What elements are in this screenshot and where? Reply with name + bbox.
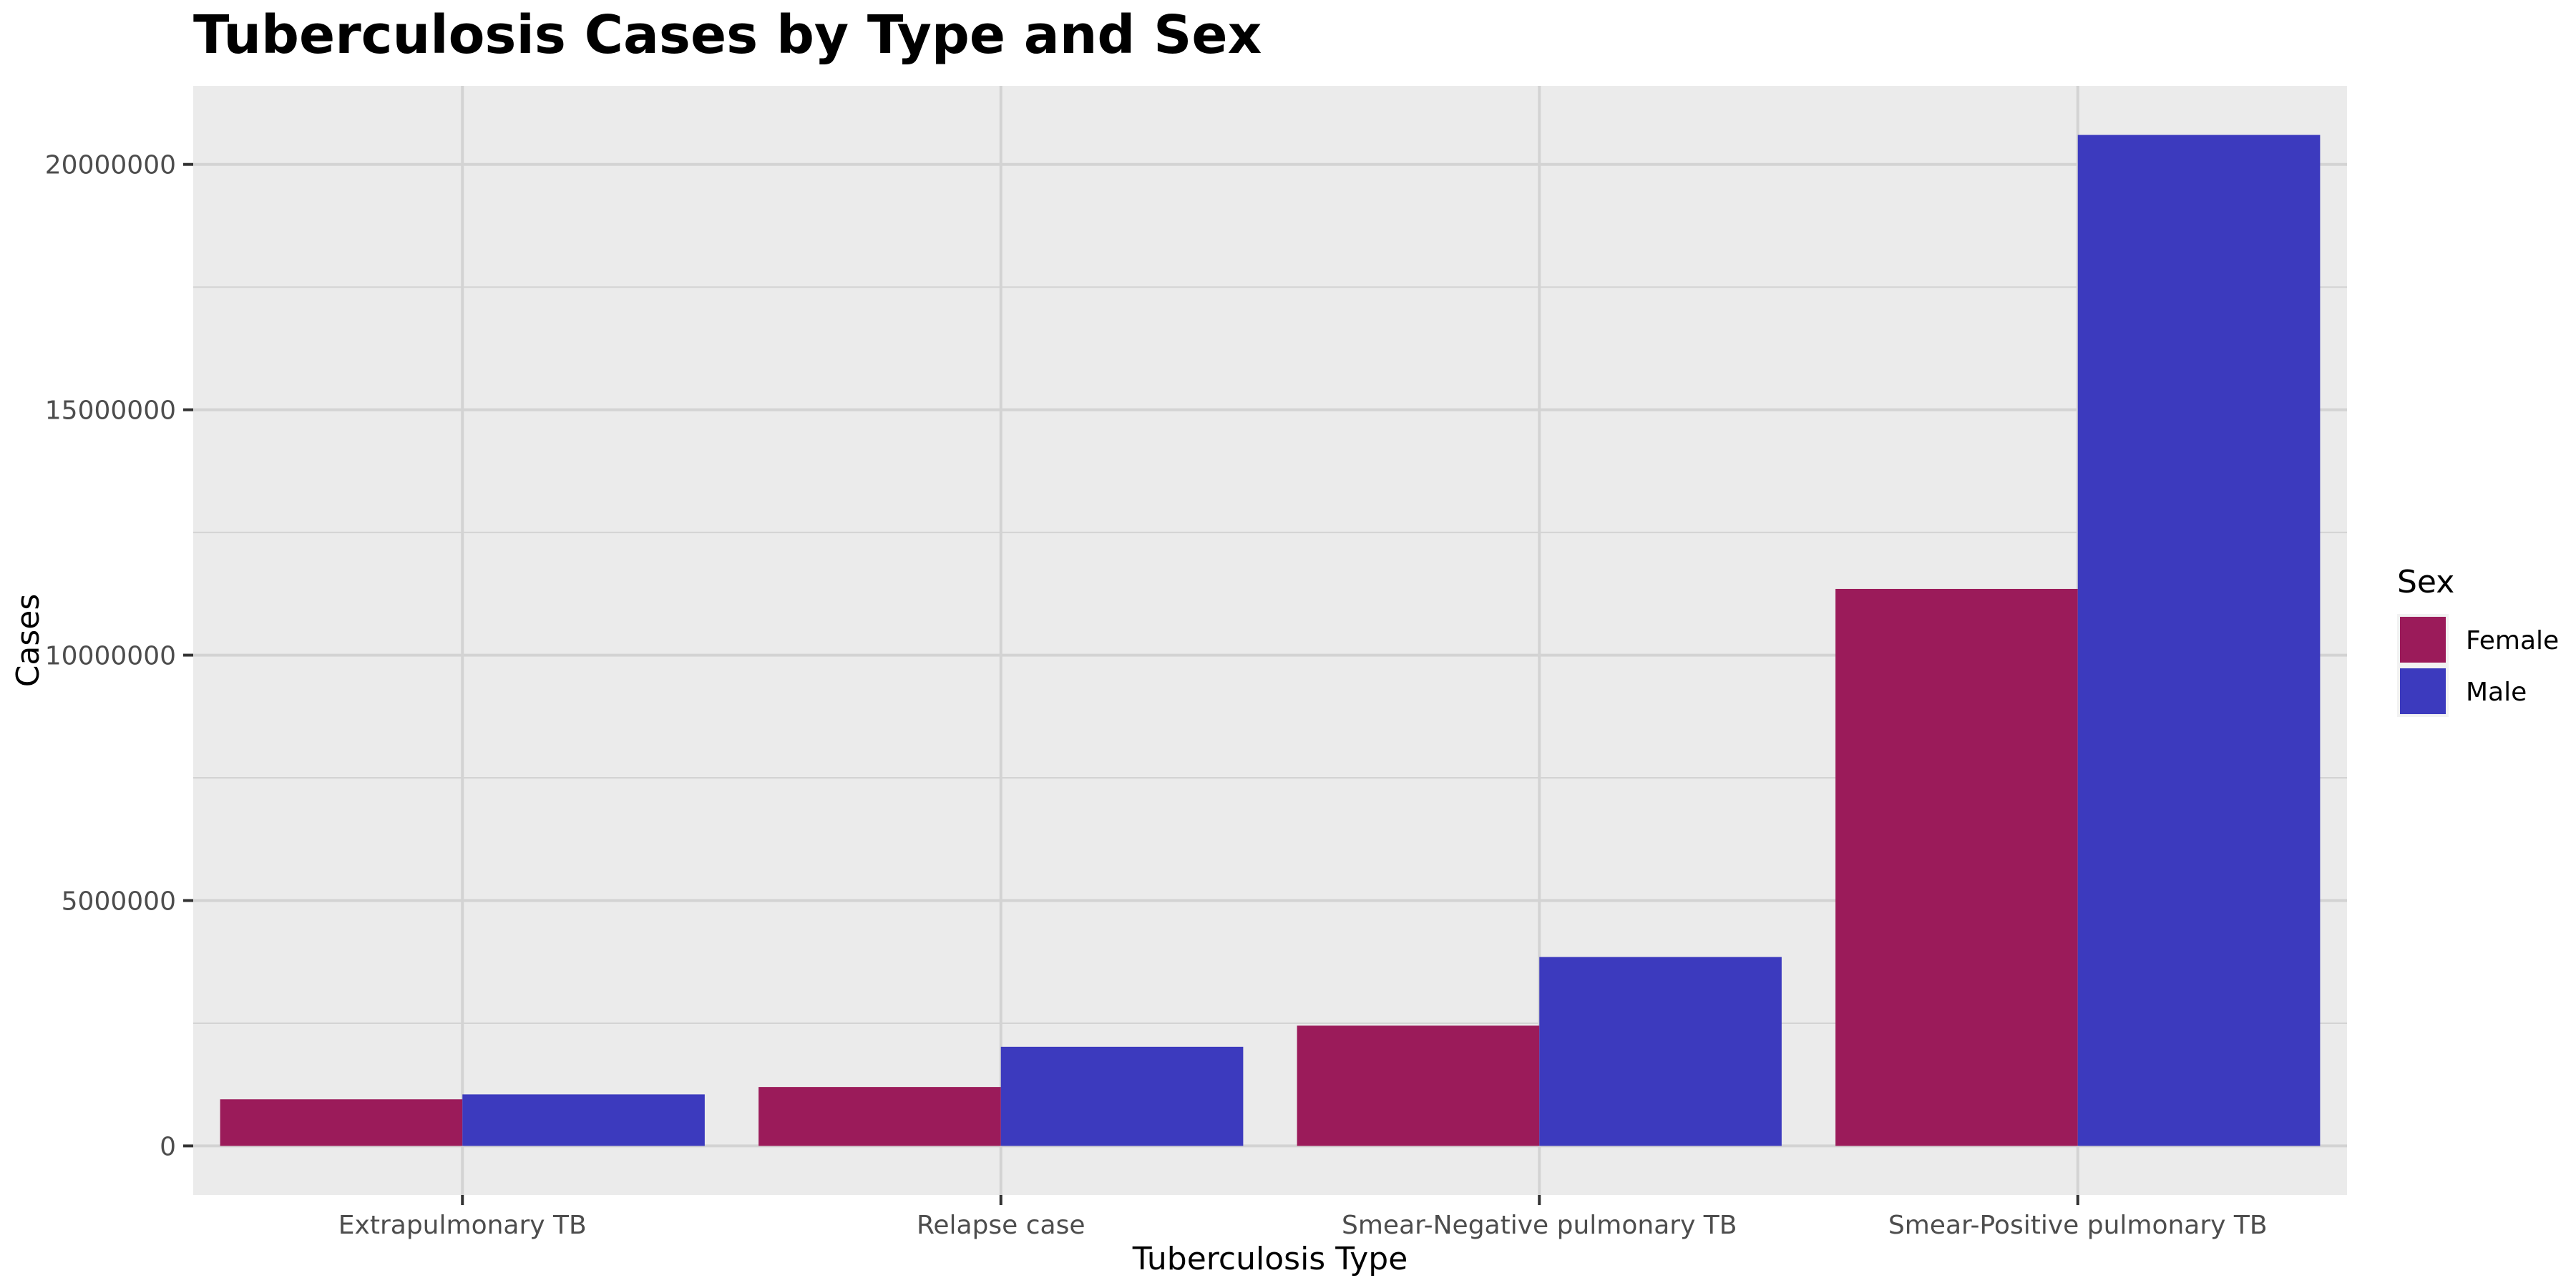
y-tick-label: 10000000	[45, 642, 176, 671]
bars	[220, 135, 2321, 1146]
legend-key-male	[2400, 668, 2446, 714]
x-tick-label: Relapse case	[917, 1211, 1085, 1240]
x-tick-label: Smear-Positive pulmonary TB	[1888, 1211, 2268, 1240]
bar-male-2	[1000, 1046, 1244, 1146]
y-tick-label: 15000000	[45, 396, 176, 426]
x-axis: Extrapulmonary TB Relapse case Smear-Negat…	[338, 1195, 2268, 1240]
bar-male-4	[2077, 135, 2321, 1146]
chart-title: Tuberculosis Cases by Type and Sex	[193, 4, 1262, 66]
legend: Sex Female Male	[2397, 564, 2559, 717]
legend-label-female: Female	[2466, 626, 2559, 655]
x-axis-title: Tuberculosis Type	[1132, 1241, 1408, 1277]
y-axis-title: Cases	[10, 594, 47, 688]
legend-label-male: Male	[2466, 678, 2527, 707]
bar-male-1	[462, 1094, 705, 1146]
bar-female-1	[220, 1099, 463, 1146]
y-tick-label: 20000000	[45, 151, 176, 180]
x-tick-label: Smear-Negative pulmonary TB	[1342, 1211, 1737, 1240]
y-axis: 0 5000000 10000000 15000000 20000000	[45, 151, 193, 1161]
bar-female-4	[1835, 588, 2078, 1146]
bar-female-3	[1297, 1025, 1540, 1146]
x-tick-label: Extrapulmonary TB	[338, 1211, 587, 1240]
y-tick-label: 0	[160, 1132, 176, 1161]
bar-male-3	[1539, 957, 1782, 1146]
bar-female-2	[758, 1087, 1001, 1146]
legend-title: Sex	[2397, 564, 2454, 600]
legend-key-female	[2400, 617, 2446, 663]
y-tick-label: 5000000	[62, 887, 176, 916]
